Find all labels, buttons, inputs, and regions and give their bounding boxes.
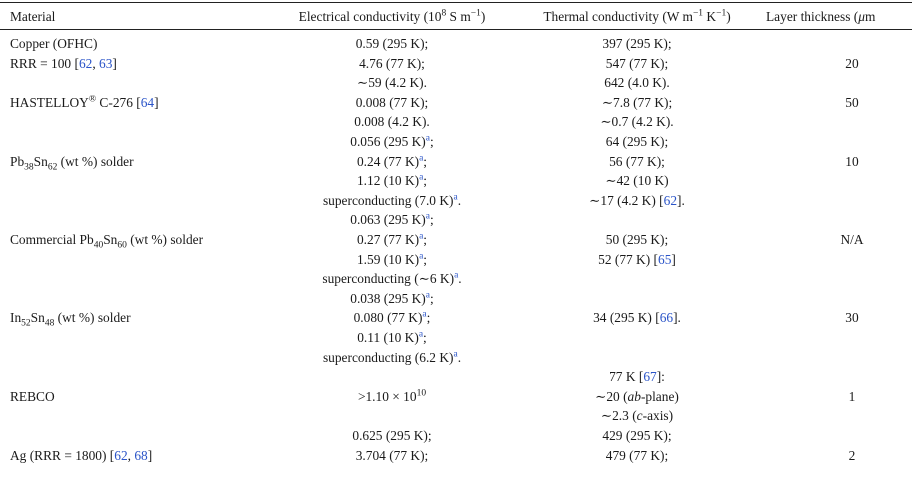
thermal-conductivity-cell: 52 (77 K) [65] [598, 251, 676, 267]
layer-thickness-cell: 2 [848, 447, 856, 463]
header-material: Material [10, 9, 56, 24]
top-rule [0, 2, 912, 3]
layer-thickness-cell: 30 [845, 310, 859, 326]
electrical-conductivity-cell: 0.27 (77 K)a; [356, 231, 428, 247]
electrical-conductivity-cell: 0.008 (77 K); [355, 94, 429, 110]
electrical-conductivity-cell: 0.063 (295 K)a; [350, 211, 434, 228]
electrical-conductivity-cell: ∼59 (4.2 K). [357, 75, 427, 91]
electrical-conductivity-cell: >1.10 × 1010 [357, 388, 427, 404]
electrical-conductivity-cell: 0.080 (77 K)a; [353, 309, 431, 326]
thermal-conductivity-cell: ∼17 (4.2 K) [62]. [589, 192, 685, 208]
thermal-conductivity-cell: 479 (77 K); [605, 447, 669, 463]
material-cell: Copper (OFHC) [10, 36, 98, 51]
layer-thickness-cell: 50 [845, 94, 859, 110]
header-electrical-conductivity: Electrical conductivity (108 S m−1) [298, 8, 486, 24]
thermal-conductivity-cell: 547 (77 K); [605, 55, 669, 71]
thermal-conductivity-cell: ∼7.8 (77 K); [601, 94, 673, 110]
layer-thickness-cell: N/A [840, 232, 864, 247]
thermal-conductivity-cell: ∼2.3 (c-axis) [600, 408, 674, 424]
electrical-conductivity-cell: 3.704 (77 K); [355, 447, 429, 463]
electrical-conductivity-cell: 0.008 (4.2 K). [354, 114, 430, 130]
header-layer-thickness: Layer thickness (μm [766, 9, 876, 24]
electrical-conductivity-cell: 0.625 (295 K); [352, 428, 432, 443]
material-cell: HASTELLOY® C-276 [64] [10, 94, 159, 110]
thermal-conductivity-cell: ∼0.7 (4.2 K). [600, 114, 674, 130]
material-cell: Ag (RRR = 1800) [62, 68] [10, 447, 153, 463]
electrical-conductivity-cell: superconducting (7.0 K)a. [322, 192, 462, 208]
electrical-conductivity-cell: 0.056 (295 K)a; [350, 133, 434, 149]
electrical-conductivity-cell: 1.12 (10 K)a; [356, 172, 428, 189]
material-cell: RRR = 100 [62, 63] [10, 55, 117, 71]
thermal-conductivity-cell: 429 (295 K); [602, 428, 672, 443]
material-cell: REBCO [10, 388, 55, 404]
electrical-conductivity-cell: 4.76 (77 K); [359, 55, 425, 71]
thermal-conductivity-cell: ∼20 (ab-plane) [595, 388, 679, 404]
thermal-conductivity-cell: ∼42 (10 K) [605, 173, 669, 189]
header-thermal-conductivity: Thermal conductivity (W m−1 K−1) [543, 8, 731, 24]
material-cell: Commercial Pb40Sn60 (wt %) solder [10, 232, 204, 251]
layer-thickness-cell: 10 [845, 153, 859, 169]
layer-thickness-cell: 1 [848, 388, 856, 404]
electrical-conductivity-cell: 0.24 (77 K)a; [356, 153, 428, 169]
electrical-conductivity-cell: 0.59 (295 K); [355, 36, 429, 51]
thermal-conductivity-cell: 34 (295 K) [66]. [593, 310, 681, 326]
electrical-conductivity-cell: 0.038 (295 K)a; [350, 290, 434, 306]
electrical-conductivity-cell: 0.11 (10 K)a; [357, 329, 427, 345]
thermal-conductivity-cell: 397 (295 K); [602, 36, 672, 51]
header-rule [0, 29, 912, 30]
thermal-conductivity-cell: 642 (4.0 K). [604, 75, 670, 91]
layer-thickness-cell: 20 [845, 55, 859, 71]
thermal-conductivity-cell: 56 (77 K); [609, 153, 665, 169]
material-cell: In52Sn48 (wt %) solder [10, 310, 131, 330]
electrical-conductivity-cell: superconducting (6.2 K)a. [322, 349, 462, 365]
thermal-conductivity-cell: 50 (295 K); [605, 232, 669, 247]
thermal-conductivity-cell: 64 (295 K); [605, 134, 669, 149]
electrical-conductivity-cell: superconducting (∼6 K)a. [322, 270, 462, 287]
material-cell: Pb38Sn62 (wt %) solder [10, 153, 134, 173]
thermal-conductivity-cell: 77 K [67]: [609, 369, 665, 385]
electrical-conductivity-cell: 1.59 (10 K)a; [356, 251, 428, 267]
